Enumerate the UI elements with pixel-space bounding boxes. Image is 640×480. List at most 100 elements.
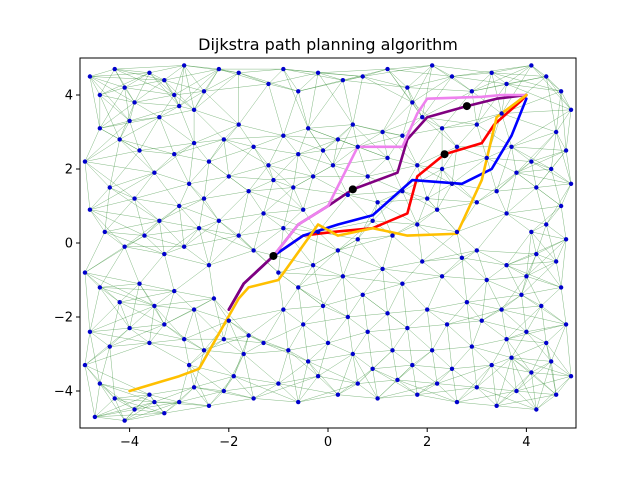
graph-node: [479, 318, 484, 323]
graph-node: [519, 292, 524, 297]
graph-edge: [327, 331, 368, 344]
x-tick-label: 4: [522, 435, 530, 450]
graph-edge: [511, 109, 572, 148]
graph-node: [459, 255, 465, 260]
graph-node: [152, 399, 157, 405]
graph-edge: [297, 287, 304, 325]
graph-edge: [273, 176, 314, 181]
graph-edge: [541, 305, 547, 343]
graph-edge: [545, 342, 552, 362]
graph-edge: [337, 131, 383, 140]
graph-edge: [387, 283, 403, 314]
graph-node: [296, 399, 301, 405]
graph-edge: [273, 179, 294, 188]
graph-edge: [397, 379, 438, 384]
y-tick-label: 4: [65, 89, 73, 104]
graph-edge: [476, 357, 512, 388]
graph-edge: [114, 398, 125, 421]
graph-edge: [283, 135, 338, 140]
graph-edge: [496, 372, 532, 406]
graph-edge: [154, 142, 195, 173]
graph-edge: [238, 227, 284, 236]
graph-edge: [94, 416, 125, 421]
graph-node: [251, 248, 256, 253]
graph-node: [147, 70, 152, 76]
graph-edge: [248, 165, 269, 192]
graph-edge: [332, 124, 354, 166]
graph-edge: [471, 320, 482, 347]
graph-edge: [293, 187, 304, 210]
graph-edge: [263, 213, 319, 233]
graph-edge: [99, 383, 125, 421]
graph-edge: [342, 268, 383, 277]
graph-edge: [193, 109, 225, 140]
waypoint-marker: [462, 102, 471, 111]
graph-edge: [99, 94, 130, 122]
graph-node: [162, 322, 167, 327]
graph-edge: [248, 335, 264, 344]
graph-edge: [89, 187, 110, 210]
graph-edge: [367, 157, 388, 177]
graph-edge: [159, 117, 175, 155]
graph-edge: [322, 294, 363, 307]
graph-edge: [302, 324, 309, 362]
graph-edge: [451, 183, 497, 192]
graph-node: [186, 181, 192, 186]
graph-edge: [476, 387, 497, 406]
graph-edge: [427, 198, 477, 203]
graph-edge: [486, 157, 497, 192]
graph-edge: [318, 72, 343, 81]
graph-edge: [536, 253, 557, 262]
y-tick-label: 2: [65, 163, 73, 178]
graph-node: [410, 100, 415, 105]
graph-edge: [283, 135, 299, 155]
graph-edge: [545, 224, 557, 262]
graph-edge: [491, 72, 502, 114]
graph-edge: [506, 339, 512, 358]
graph-node: [97, 285, 103, 290]
graph-edge: [511, 357, 532, 373]
graph-edge: [283, 305, 324, 310]
graph-edge: [99, 287, 120, 303]
graph-edge: [496, 357, 512, 406]
graph-node: [544, 222, 549, 227]
graph-edge: [337, 220, 373, 251]
graph-edge: [104, 231, 125, 247]
graph-edge: [124, 401, 180, 421]
graph-edge: [387, 313, 408, 329]
graph-edge: [243, 342, 264, 355]
graph-edge: [248, 191, 264, 214]
graph-edge: [84, 342, 150, 366]
graph-edge: [551, 168, 572, 185]
graph-edge: [208, 124, 239, 162]
graph-edge: [412, 364, 438, 384]
graph-node: [172, 92, 177, 98]
graph-node: [499, 111, 504, 116]
graph-edge: [382, 268, 443, 277]
graph-edge: [337, 383, 358, 395]
graph-edge: [223, 353, 244, 392]
graph-edge: [432, 65, 453, 77]
graph-node: [345, 192, 351, 198]
graph-edge: [451, 76, 507, 85]
graph-edge: [392, 350, 398, 380]
graph-edge: [357, 383, 378, 399]
graph-edge: [362, 76, 413, 103]
graph-edge: [506, 305, 542, 340]
graph-edge: [337, 250, 383, 270]
graph-edge: [531, 205, 562, 233]
graph-edge: [223, 338, 244, 355]
graph-node: [181, 244, 187, 249]
graph-node: [380, 266, 385, 272]
graph-edge: [392, 350, 413, 366]
graph-edge: [536, 394, 557, 410]
graph-edge: [402, 190, 438, 210]
graph-edge: [531, 231, 537, 255]
graph-edge: [506, 331, 527, 340]
graph-edge: [223, 376, 234, 392]
graph-edge: [560, 205, 567, 240]
graph-edge: [352, 124, 359, 147]
graph-edge: [347, 316, 354, 355]
graph-edge: [178, 365, 190, 403]
